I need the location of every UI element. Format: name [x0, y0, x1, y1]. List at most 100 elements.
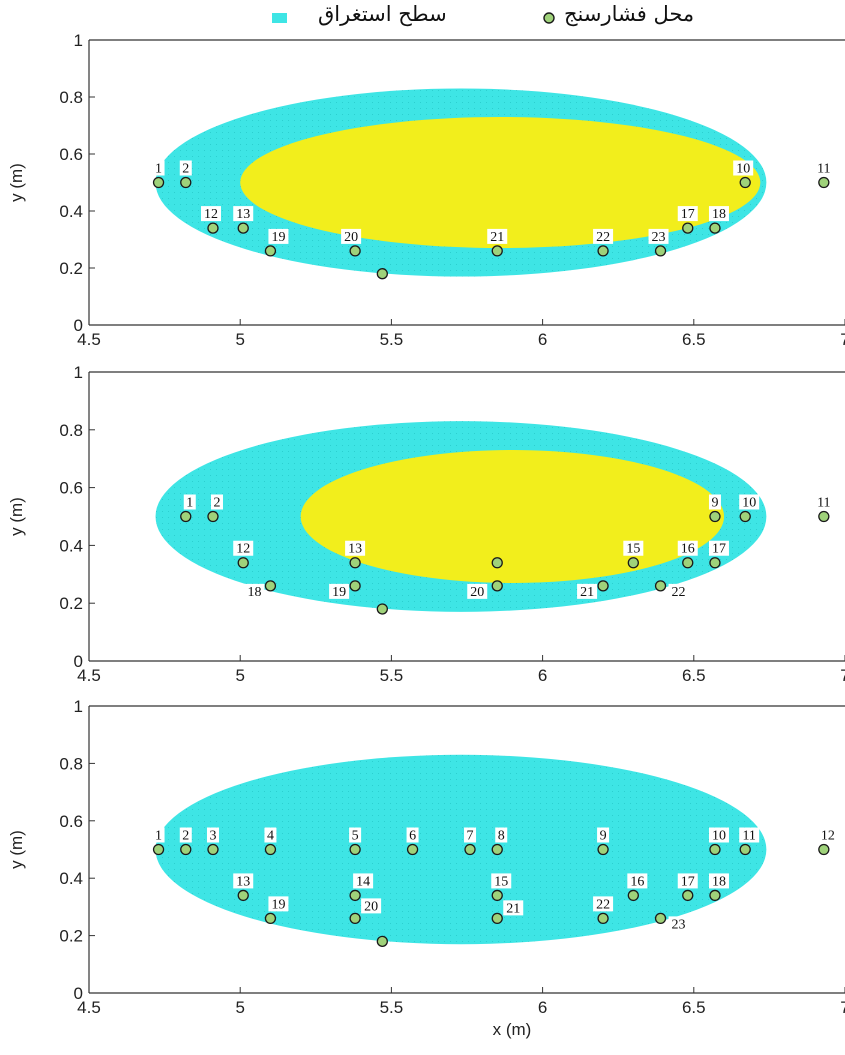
gauge-label: 21 [580, 585, 594, 600]
gauge-label-bg [464, 827, 477, 843]
gauge-label-bg [233, 540, 254, 556]
y-tick-label: 1 [74, 697, 83, 716]
gauge-marker [491, 580, 503, 592]
gauge-marker [376, 935, 388, 947]
gauge-label: 23 [652, 230, 666, 245]
y-tick-label: 0.6 [59, 145, 83, 164]
gauge-label-bg [503, 900, 524, 916]
gauge-marker [349, 912, 361, 925]
gauge-label-bg [739, 494, 760, 510]
x-tick-label: 5.5 [380, 998, 404, 1017]
y-tick-label: 0.2 [59, 259, 83, 278]
gauge-label-bg [233, 873, 254, 889]
y-tick-label: 0 [74, 316, 83, 335]
x-tick-label: 5 [235, 666, 244, 685]
x-tick-label: 6 [538, 666, 547, 685]
gauge-marker [682, 222, 694, 234]
gauge-marker [627, 557, 639, 569]
gauge-label-bg [677, 873, 698, 889]
gauge-marker [152, 843, 165, 856]
gauge-label-bg [577, 583, 598, 599]
legend-gauge-label: محل فشارسنج [564, 2, 695, 26]
gauge-label: 15 [626, 542, 640, 557]
x-tick-label: 6.5 [682, 998, 706, 1017]
legend-area-label: سطح استغراق [318, 2, 447, 26]
gauge-label: 9 [711, 496, 718, 511]
gauge-label: 1 [155, 162, 162, 177]
gauge-label-bg [733, 160, 754, 176]
x-tick-label: 5 [235, 330, 244, 349]
gauge-marker [264, 580, 277, 592]
gauge-marker [491, 912, 503, 925]
gauge-label: 17 [712, 542, 726, 557]
gauge-marker [207, 843, 219, 856]
gauge-marker [682, 889, 694, 902]
gauge-marker [376, 603, 388, 615]
gauge-label-bg [491, 873, 512, 889]
gauge-label-bg [708, 494, 721, 510]
gauge-label-bg [487, 228, 508, 244]
gauge-label-bg [233, 206, 254, 222]
gauge-label: 19 [271, 230, 285, 245]
legend-area-swatch [272, 13, 287, 23]
gauge-label: 18 [712, 207, 726, 222]
gauge-marker [376, 268, 388, 280]
gauge-label: 2 [182, 162, 189, 177]
x-tick-label: 5.5 [380, 330, 404, 349]
gauge-marker [237, 222, 249, 234]
y-axis-label: y (m) [7, 830, 26, 869]
gauge-label: 2 [182, 829, 189, 844]
gauge-label-bg [593, 896, 614, 912]
gauge-label: 16 [681, 542, 695, 557]
gauge-marker [237, 557, 249, 569]
y-tick-label: 0.8 [59, 421, 83, 440]
gauge-label: 15 [494, 874, 508, 889]
gauge-label: 2 [213, 496, 220, 511]
legend: محل فشارسنج سطح استغراق [0, 0, 845, 36]
gauge-label: 21 [490, 230, 504, 245]
gauge-label-bg [152, 827, 165, 843]
gauge-marker [349, 580, 361, 592]
gauge-marker [818, 843, 830, 856]
panel-bottom: 00.20.40.60.814.555.566.57y (m)x (m)1234… [7, 697, 845, 1039]
gauge-marker [709, 510, 721, 523]
gauge-marker [597, 843, 609, 856]
gauge-marker [597, 245, 609, 257]
gauge-label: 17 [681, 874, 695, 889]
x-tick-label: 5.5 [380, 666, 404, 685]
gauge-marker [406, 843, 419, 856]
gauge-marker [597, 580, 609, 592]
wetted-surface-region [155, 754, 767, 945]
gauge-label: 13 [348, 542, 362, 557]
gauge-label-bg [648, 228, 669, 244]
gauge-label-bg [341, 228, 362, 244]
gauge-label: 13 [236, 207, 250, 222]
gauge-marker [627, 889, 639, 902]
gauge-label: 10 [736, 162, 750, 177]
gauge-label-bg [739, 827, 760, 843]
gauge-label: 22 [596, 230, 610, 245]
gauge-marker [264, 843, 277, 856]
y-tick-label: 0 [74, 984, 83, 1003]
x-tick-label: 7 [840, 666, 845, 685]
gauge-marker [349, 245, 361, 257]
gauge-label: 20 [344, 230, 358, 245]
gauge-label-bg [708, 873, 729, 889]
gauge-marker [264, 245, 277, 257]
gauge-label: 4 [267, 829, 274, 844]
gauge-label-bg [677, 206, 698, 222]
x-tick-label: 6.5 [682, 666, 706, 685]
inner-region [240, 116, 761, 249]
gauge-label: 20 [364, 899, 378, 914]
x-tick-label: 6 [538, 330, 547, 349]
gauge-marker [237, 889, 249, 902]
gauge-label: 11 [817, 162, 830, 177]
gauge-label: 12 [204, 207, 218, 222]
gauge-marker [491, 843, 503, 856]
gauge-marker [654, 912, 667, 925]
x-tick-label: 4.5 [77, 330, 101, 349]
gauge-marker [818, 510, 830, 523]
gauge-marker [349, 843, 361, 856]
gauge-label: 23 [672, 917, 686, 932]
panel-top: 00.20.40.60.814.555.566.57y (m)121213192… [7, 31, 845, 349]
